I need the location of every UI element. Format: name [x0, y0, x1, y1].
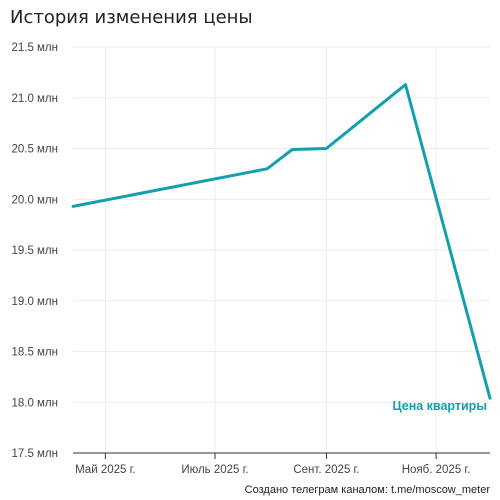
y-tick-label: 18.0 млн [11, 397, 58, 409]
y-tick-label: 19.0 млн [11, 296, 58, 308]
y-tick-label: 21.5 млн [11, 42, 58, 54]
x-tick-label: Сент. 2025 г. [293, 464, 359, 476]
series-label: Цена квартиры [392, 399, 487, 413]
y-tick-label: 20.0 млн [11, 194, 58, 206]
series-group: Цена квартиры [71, 83, 492, 413]
credit-text: Создано телеграм каналом: t.me/moscow_me… [244, 484, 490, 496]
x-tick-label: Май 2025 г. [75, 464, 136, 476]
y-tick-label: 19.5 млн [11, 245, 58, 257]
x-axis-ticks [104, 453, 437, 459]
y-tick-label: 20.5 млн [11, 144, 58, 156]
price-series-line [71, 83, 492, 400]
x-axis-labels: Май 2025 г. Июль 2025 г. Сент. 2025 г. Нояб… [75, 464, 470, 476]
y-tick-label: 18.5 млн [11, 347, 58, 359]
x-tick-label: Июль 2025 г. [181, 464, 248, 476]
x-tick-label: Нояб. 2025 г. [402, 464, 471, 476]
page-title: История изменения цены [10, 7, 253, 28]
y-axis-labels: 21.5 млн 21.0 млн 20.5 млн 20.0 млн 19.5 млн… [11, 42, 58, 460]
y-tick-label: 17.5 млн [11, 448, 58, 460]
grid-lines [73, 46, 490, 454]
y-tick-label: 21.0 млн [11, 93, 58, 105]
